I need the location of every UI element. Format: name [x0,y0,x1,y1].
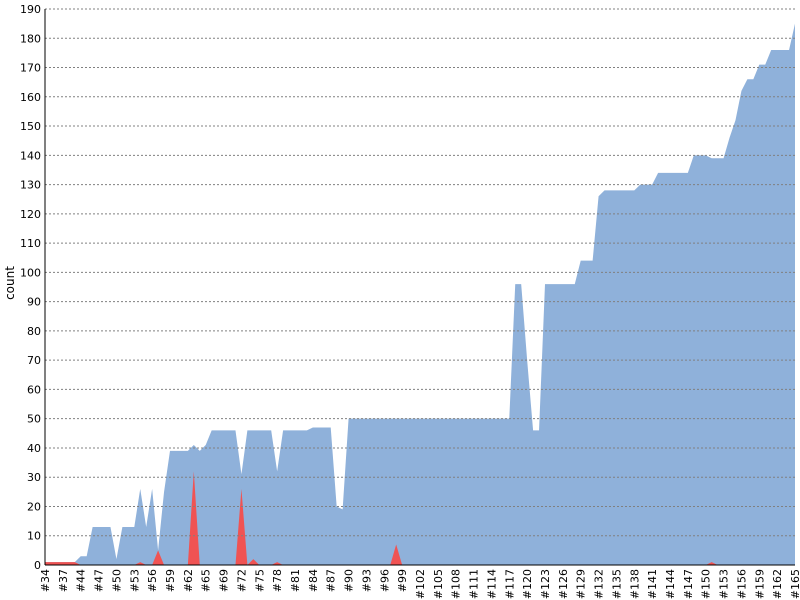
x-tick-label: #105 [432,569,445,599]
x-tick-label: #75 [253,569,266,592]
x-tick-label: #111 [468,569,481,599]
y-tick-label: 110 [20,237,41,250]
x-tick-label: #50 [110,569,123,592]
x-tick-label: #47 [93,569,106,592]
x-tick-label: #87 [325,569,338,592]
y-tick-label: 30 [27,471,41,484]
x-tick-label: #34 [39,569,52,592]
y-tick-label: 100 [20,266,41,279]
x-tick-label: #159 [753,569,766,599]
y-tick-label: 120 [20,208,41,221]
x-tick-label: #102 [414,569,427,599]
x-tick-label: #59 [164,569,177,592]
x-tick-label: #65 [200,569,213,592]
x-tick-label: #117 [503,569,516,599]
x-tick-label: #90 [343,569,356,592]
x-tick-label: #37 [57,569,70,592]
y-tick-label: 140 [20,149,41,162]
x-tick-label: #93 [360,569,373,592]
x-tick-label: #138 [628,569,641,599]
y-tick-label: 10 [27,530,41,543]
y-tick-label: 180 [20,32,41,45]
x-tick-label: #135 [610,569,623,599]
y-tick-label: 170 [20,62,41,75]
x-tick-label: #165 [789,569,800,599]
x-tick-label: #99 [396,569,409,592]
x-tick-label: #153 [718,569,731,599]
x-tick-label: #123 [539,569,552,599]
x-tick-label: #78 [271,569,284,592]
x-tick-label: #147 [682,569,695,599]
y-tick-label: 130 [20,179,41,192]
x-tick-label: #96 [378,569,391,592]
y-tick-label: 20 [27,500,41,513]
y-tick-label: 80 [27,325,41,338]
y-tick-label: 160 [20,91,41,104]
x-tick-label: #114 [485,569,498,599]
y-tick-label: 150 [20,120,41,133]
x-tick-label: #141 [646,569,659,599]
x-tick-label: #53 [128,569,141,592]
x-tick-label: #150 [700,569,713,599]
x-tick-label: #56 [146,569,159,592]
x-tick-label: #84 [307,569,320,592]
y-tick-label: 90 [27,296,41,309]
x-tick-label: #120 [521,569,534,599]
x-tick-label: #72 [235,569,248,592]
x-tick-label: #156 [735,569,748,599]
y-tick-label: 50 [27,413,41,426]
x-tick-label: #129 [575,569,588,599]
x-tick-label: #144 [664,569,677,599]
y-tick-label: 40 [27,442,41,455]
x-tick-label: #69 [218,569,231,592]
x-tick-label: #62 [182,569,195,592]
y-tick-label: 190 [20,3,41,16]
x-tick-label: #81 [289,569,302,592]
x-tick-label: #132 [593,569,606,599]
y-axis-label: count [3,266,17,300]
area [45,471,795,565]
x-tick-label: #126 [557,569,570,599]
x-tick-label: #108 [450,569,463,599]
y-tick-label: 0 [34,559,41,572]
x-tick-label: #162 [771,569,784,599]
x-tick-label: #44 [75,569,88,592]
area [45,23,795,565]
y-tick-label: 70 [27,354,41,367]
y-tick-label: 60 [27,383,41,396]
